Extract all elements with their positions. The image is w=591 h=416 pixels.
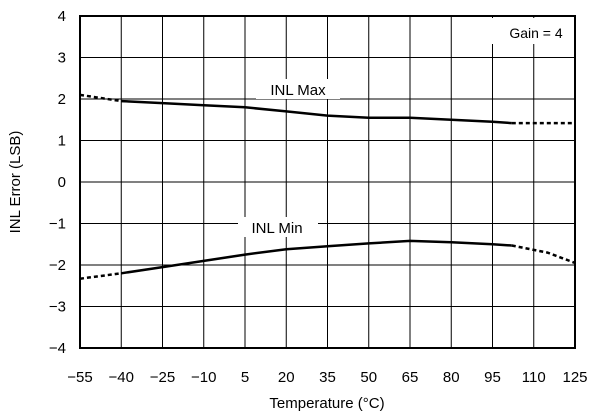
inl-max-line <box>121 99 512 125</box>
x-tick-label: 50 <box>360 369 377 386</box>
x-tick-label: 5 <box>241 369 249 386</box>
y-tick-label: −1 <box>49 216 66 233</box>
annotation-box <box>492 18 574 44</box>
x-tick-label: −10 <box>191 369 216 386</box>
y-tick-label: 2 <box>58 91 66 108</box>
y-tick-label: 4 <box>58 8 66 25</box>
inl-min-label-bg <box>238 217 318 237</box>
y-tick-label: −4 <box>49 340 66 357</box>
y-tick-labels: 4 3 2 1 0 −1 −2 −3 −4 <box>49 8 66 357</box>
series-labels: INL Max INL Min <box>238 79 340 237</box>
gain-annotation: Gain = 4 <box>509 25 563 41</box>
y-tick-label: −3 <box>49 299 66 316</box>
grid-lines <box>80 16 575 348</box>
plot-frame <box>79 15 576 349</box>
x-tick-labels: −55 −40 −25 −10 5 20 35 50 65 80 95 110 125 <box>67 369 587 386</box>
y-tick-label: −2 <box>49 257 66 274</box>
inl-min-extrapolated-low <box>79 272 122 280</box>
inl-min-extrapolated-high <box>511 244 576 265</box>
inl-min-line <box>121 239 512 275</box>
inl-min-label: INL Min <box>251 220 302 237</box>
x-tick-label: −40 <box>109 369 134 386</box>
inl-max-extrapolated-low <box>79 93 122 103</box>
series-lines <box>79 93 576 280</box>
x-tick-label: 20 <box>278 369 295 386</box>
x-tick-label: −25 <box>150 369 175 386</box>
x-tick-label: 80 <box>443 369 460 386</box>
x-tick-label: −55 <box>67 369 92 386</box>
y-tick-label: 0 <box>58 174 66 191</box>
inl-max-label: INL Max <box>270 82 326 99</box>
x-tick-label: 65 <box>402 369 419 386</box>
y-tick-label: 3 <box>58 50 66 67</box>
x-tick-label: 35 <box>319 369 336 386</box>
y-tick-label: 1 <box>58 133 66 150</box>
x-tick-label: 110 <box>522 369 546 386</box>
inl-max-label-bg <box>256 79 340 99</box>
x-axis-title: Temperature (°C) <box>269 395 384 412</box>
x-tick-label: 125 <box>562 369 587 386</box>
y-axis-title: INL Error (LSB) <box>7 131 24 234</box>
x-tick-label: 95 <box>484 369 501 386</box>
